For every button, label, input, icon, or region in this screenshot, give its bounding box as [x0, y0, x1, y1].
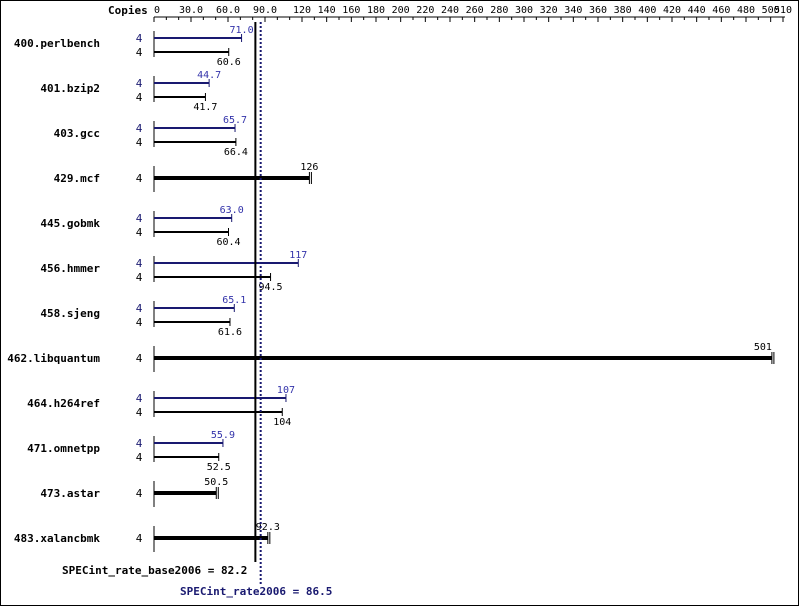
x-tick-label: 320 [540, 5, 558, 16]
x-tick-label: 340 [564, 5, 582, 16]
peak-value-label: 107 [277, 385, 295, 396]
benchmark-row-456.hmmer: 456.hmmer 4 117 4 94.5 [40, 250, 307, 293]
peak-copies: 4 [136, 122, 143, 135]
x-tick-label: 480 [737, 5, 755, 16]
base-value-label: 92.3 [256, 522, 280, 533]
benchmark-label: 458.sjeng [40, 307, 100, 320]
x-tick-label: 180 [367, 5, 385, 16]
summary-lines [254, 22, 262, 584]
benchmark-row-400.perlbench: 400.perlbench 4 71.0 4 60.6 [14, 25, 254, 68]
benchmark-row-445.gobmk: 445.gobmk 4 63.0 4 60.4 [40, 205, 243, 248]
peak-value-label: 117 [289, 250, 307, 261]
base-value-label: 104 [273, 417, 291, 428]
x-tick-label: 400 [638, 5, 656, 16]
peak-value-label: 65.7 [223, 115, 247, 126]
axis-title-copies: Copies [108, 4, 148, 17]
benchmark-row-429.mcf: 429.mcf 4 126 [54, 162, 318, 192]
peak-copies: 4 [136, 392, 143, 405]
benchmark-row-471.omnetpp: 471.omnetpp 4 55.9 4 52.5 [27, 430, 235, 473]
x-tick-label: 360 [589, 5, 607, 16]
base-copies: 4 [136, 271, 143, 284]
peak-copies: 4 [136, 77, 143, 90]
base-value-label: 50.5 [204, 477, 228, 488]
x-tick-label: 140 [318, 5, 336, 16]
benchmark-row-403.gcc: 403.gcc 4 65.7 4 66.4 [54, 115, 248, 158]
x-tick-label: 30.0 [179, 5, 203, 16]
base-copies: 4 [136, 316, 143, 329]
x-tick-label: 510 [774, 5, 792, 16]
peak-value-label: 44.7 [197, 70, 221, 81]
base-value-label: 66.4 [224, 147, 248, 158]
peak-copies: 4 [136, 302, 143, 315]
base-copies: 4 [136, 451, 143, 464]
x-tick-label: 120 [293, 5, 311, 16]
peak-copies: 4 [136, 257, 143, 270]
x-tick-label: 220 [416, 5, 434, 16]
benchmark-label: 429.mcf [54, 172, 100, 185]
peak-value-label: 63.0 [220, 205, 244, 216]
benchmark-label: 464.h264ref [27, 397, 100, 410]
x-tick-label: 440 [688, 5, 706, 16]
base-value-label: 52.5 [207, 462, 231, 473]
x-tick-label: 380 [614, 5, 632, 16]
base-copies: 4 [136, 91, 143, 104]
x-axis: 0 30.0 60.0 90.0 120 140 160 180 200 220 240 260 280… [153, 5, 792, 22]
base-copies: 4 [136, 352, 143, 365]
x-tick-label: 300 [515, 5, 533, 16]
base-value-label: 60.6 [217, 57, 241, 68]
benchmark-row-473.astar: 473.astar 4 50.5 [40, 477, 228, 507]
x-tick-label: 0 [154, 5, 160, 16]
x-tick-label: 160 [342, 5, 360, 16]
benchmark-label: 401.bzip2 [40, 82, 100, 95]
summary-peak-label: SPECint_rate2006 = 86.5 [180, 585, 332, 598]
x-tick-label: 500 [762, 5, 780, 16]
x-tick-label: 260 [466, 5, 484, 16]
benchmark-row-401.bzip2: 401.bzip2 4 44.7 4 41.7 [40, 70, 221, 113]
benchmark-label: 400.perlbench [14, 37, 100, 50]
base-copies: 4 [136, 532, 143, 545]
base-copies: 4 [136, 136, 143, 149]
benchmark-label: 471.omnetpp [27, 442, 100, 455]
base-copies: 4 [136, 226, 143, 239]
base-value-label: 126 [300, 162, 318, 173]
base-copies: 4 [136, 46, 143, 59]
base-value-label: 94.5 [259, 282, 283, 293]
benchmark-row-458.sjeng: 458.sjeng 4 65.1 4 61.6 [40, 295, 246, 338]
benchmark-label: 456.hmmer [40, 262, 100, 275]
benchmark-label: 483.xalancbmk [14, 532, 100, 545]
x-tick-label: 200 [392, 5, 410, 16]
benchmark-row-462.libquantum: 462.libquantum 4 501 [7, 342, 775, 372]
benchmark-row-483.xalancbmk: 483.xalancbmk 4 92.3 [14, 522, 280, 552]
peak-copies: 4 [136, 212, 143, 225]
x-tick-label: 280 [490, 5, 508, 16]
peak-value-label: 71.0 [230, 25, 254, 36]
base-value-label: 60.4 [216, 237, 240, 248]
base-copies: 4 [136, 406, 143, 419]
x-tick-label: 460 [712, 5, 730, 16]
x-tick-label: 240 [441, 5, 459, 16]
base-copies: 4 [136, 172, 143, 185]
benchmark-label: 403.gcc [54, 127, 100, 140]
x-tick-label: 420 [663, 5, 681, 16]
base-value-label: 501 [754, 342, 772, 353]
benchmark-label: 473.astar [40, 487, 100, 500]
peak-value-label: 65.1 [222, 295, 246, 306]
x-tick-label: 60.0 [216, 5, 240, 16]
base-copies: 4 [136, 487, 143, 500]
peak-copies: 4 [136, 32, 143, 45]
x-tick-label: 90.0 [253, 5, 277, 16]
benchmark-label: 445.gobmk [40, 217, 100, 230]
peak-value-label: 55.9 [211, 430, 235, 441]
base-value-label: 61.6 [218, 327, 242, 338]
base-value-label: 41.7 [193, 102, 217, 113]
benchmark-label: 462.libquantum [7, 352, 100, 365]
peak-copies: 4 [136, 437, 143, 450]
summary-base-label: SPECint_rate_base2006 = 82.2 [62, 564, 247, 577]
